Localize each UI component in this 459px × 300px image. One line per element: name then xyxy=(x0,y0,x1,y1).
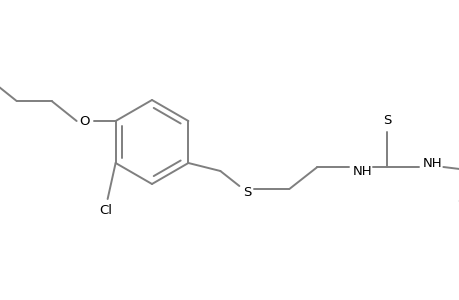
Text: S: S xyxy=(243,187,251,200)
Text: O: O xyxy=(79,115,90,128)
Text: S: S xyxy=(382,113,391,127)
Text: NH: NH xyxy=(352,164,371,178)
Text: NH: NH xyxy=(422,157,441,169)
Text: Cl: Cl xyxy=(99,205,112,218)
